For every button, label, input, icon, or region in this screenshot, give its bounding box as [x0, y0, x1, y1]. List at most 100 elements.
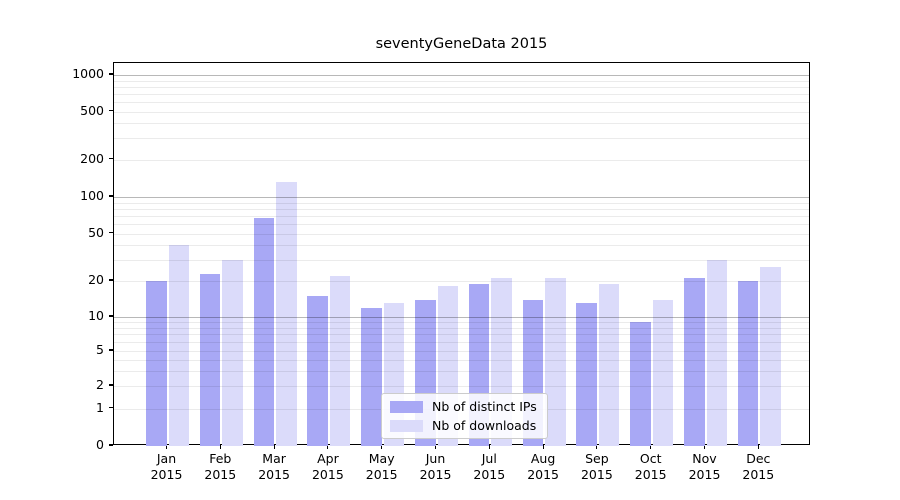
x-tick-mark	[703, 445, 706, 449]
gridline	[114, 223, 809, 225]
y-tick-label: 20	[88, 272, 104, 287]
x-tick-mark	[650, 445, 652, 449]
y-tick-mark	[109, 315, 113, 317]
bar-distinct-ips-oct	[630, 322, 651, 446]
y-tick-label: 200	[80, 150, 104, 166]
bar-downloads-mar	[276, 181, 297, 446]
legend-label-downloads: Nb of downloads	[432, 418, 537, 433]
gridline	[114, 93, 809, 95]
x-tick-mark	[542, 445, 544, 449]
y-tick-mark	[109, 406, 113, 409]
gridline	[114, 281, 809, 282]
x-tick-label: Sep 2015	[580, 451, 613, 482]
gridline	[114, 351, 809, 352]
x-tick-label: Jul 2015	[473, 451, 506, 482]
x-tick-mark	[327, 445, 329, 449]
x-tick-mark	[219, 445, 221, 449]
bar-downloads-nov	[706, 259, 727, 446]
gridline	[114, 245, 809, 247]
bar-distinct-ips-sep	[576, 303, 597, 446]
gridline	[114, 370, 809, 372]
gridline	[114, 86, 809, 88]
x-tick-label: Feb 2015	[204, 451, 237, 482]
chart-title: seventyGeneData 2015	[375, 36, 548, 52]
gridline	[114, 80, 809, 82]
gridline	[114, 159, 809, 161]
legend-label-distinct-ips: Nb of distinct IPs	[432, 399, 537, 414]
bar-downloads-sep	[598, 283, 620, 446]
gridline	[114, 322, 809, 324]
gridline	[114, 233, 809, 235]
gridline	[114, 123, 809, 125]
gridline	[114, 197, 809, 198]
legend: Nb of distinct IPs Nb of downloads	[381, 393, 548, 439]
x-tick-mark	[488, 445, 490, 449]
x-tick-label: Aug 2015	[527, 451, 559, 482]
bar-distinct-ips-apr	[307, 295, 328, 446]
x-tick-label: Apr 2015	[311, 451, 344, 482]
y-tick-mark	[109, 109, 113, 112]
y-tick-mark	[109, 279, 113, 281]
x-tick-label: Oct 2015	[634, 451, 667, 482]
gridline	[114, 317, 809, 318]
y-tick-label: 0	[96, 437, 104, 452]
x-tick-mark	[273, 445, 275, 449]
legend-item-distinct-ips: Nb of distinct IPs	[390, 399, 537, 414]
bar-distinct-ips-feb	[199, 273, 221, 446]
gridline	[114, 259, 809, 261]
y-tick-mark	[109, 157, 113, 160]
x-tick-label: Jan 2015	[150, 451, 183, 482]
gridline	[114, 138, 809, 140]
y-tick-label: 1000	[72, 66, 104, 81]
bar-downloads-jan	[168, 245, 189, 446]
x-tick-mark	[381, 445, 383, 449]
bar-downloads-aug	[545, 278, 566, 446]
bar-downloads-dec	[760, 267, 781, 446]
bar-downloads-apr	[329, 276, 351, 446]
gridline	[114, 215, 809, 217]
gridline	[114, 342, 809, 344]
y-tick-mark	[109, 349, 113, 351]
gridline	[114, 111, 809, 113]
bar-downloads-oct	[652, 299, 674, 446]
x-tick-label: Dec 2015	[742, 451, 775, 482]
x-tick-label: May 2015	[365, 451, 398, 482]
bar-downloads-feb	[222, 259, 243, 446]
bar-distinct-ips-may	[361, 307, 382, 446]
gridline	[114, 101, 809, 103]
gridline	[114, 359, 809, 361]
y-tick-mark	[109, 231, 113, 234]
gridline	[114, 386, 809, 387]
x-tick-mark	[165, 445, 168, 449]
y-tick-label: 1	[96, 399, 104, 415]
y-tick-mark	[109, 195, 113, 197]
plot-area: Nb of distinct IPs Nb of downloads	[113, 62, 810, 446]
y-tick-label: 2	[96, 377, 104, 392]
x-tick-mark	[757, 445, 759, 449]
y-tick-label: 10	[88, 308, 104, 323]
gridline	[114, 202, 809, 204]
y-tick-mark	[109, 384, 113, 386]
x-tick-label: Nov 2015	[688, 451, 721, 482]
legend-swatch-downloads	[390, 419, 423, 432]
y-tick-mark	[109, 444, 113, 446]
bar-distinct-ips-dec	[737, 281, 759, 446]
gridline	[114, 75, 809, 76]
x-tick-mark	[596, 445, 598, 449]
gridline	[114, 208, 809, 210]
x-tick-label: Jun 2015	[419, 451, 452, 482]
gridline	[114, 334, 809, 336]
legend-item-downloads: Nb of downloads	[390, 418, 537, 433]
gridline	[114, 327, 809, 329]
y-tick-label: 50	[88, 224, 104, 240]
y-tick-label: 5	[96, 342, 104, 357]
x-tick-mark	[434, 445, 437, 449]
bar-distinct-ips-jan	[146, 281, 167, 446]
bar-distinct-ips-nov	[684, 278, 705, 446]
y-tick-label: 100	[80, 188, 104, 203]
bar-distinct-ips-mar	[253, 218, 275, 446]
x-tick-label: Mar 2015	[258, 451, 290, 482]
y-tick-label: 500	[80, 102, 104, 118]
y-tick-mark	[109, 73, 113, 75]
